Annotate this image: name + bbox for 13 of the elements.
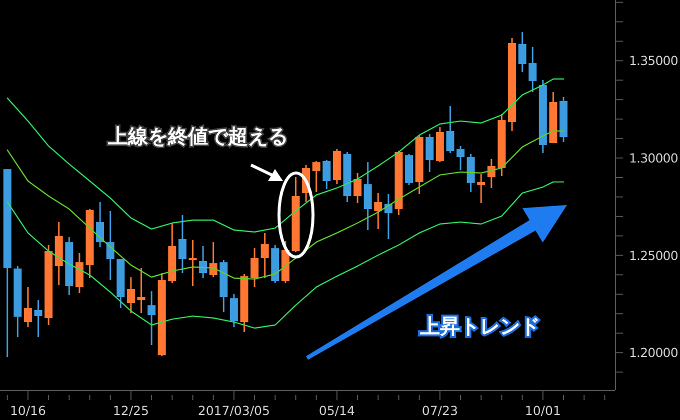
x-tick-label: 12/25	[112, 403, 149, 418]
x-tick-label: 2017/03/05	[198, 403, 270, 418]
y-tick-label: 1.30000	[629, 150, 678, 166]
y-tick-label: 1.20000	[629, 345, 678, 360]
y-tick-label: 1.25000	[629, 248, 678, 263]
x-tick-label: 05/14	[318, 403, 355, 418]
x-tick-label: 10/01	[524, 403, 561, 418]
x-tick-label: 07/23	[422, 403, 458, 418]
line-series	[6, 78, 564, 233]
y-tick-label: 1.35000	[629, 53, 678, 68]
annotation: 上昇トレンド	[419, 314, 540, 338]
annotation: 上線を終値で超える	[107, 124, 288, 148]
x-tick-label: 10/16	[10, 403, 46, 418]
